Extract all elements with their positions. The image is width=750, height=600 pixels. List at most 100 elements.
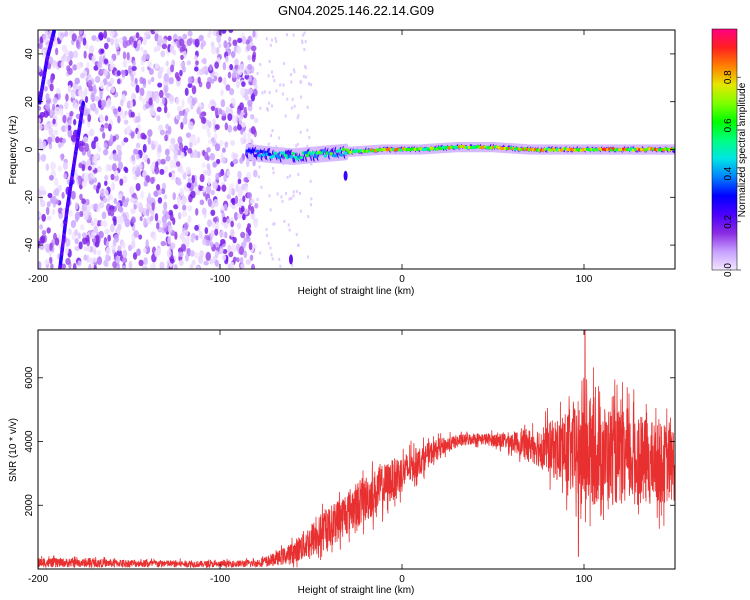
spectrogram-cell <box>280 195 283 199</box>
spectrogram-cell <box>107 196 111 203</box>
spectrogram-cell <box>219 230 225 238</box>
x-tick-label: -200 <box>28 574 48 585</box>
spectrogram-cell <box>163 201 168 211</box>
spectrogram-cell <box>246 192 253 199</box>
spectrogram-cell <box>223 203 228 210</box>
spectrogram-cell <box>89 128 95 137</box>
spectrogram-cell <box>220 238 226 245</box>
spectrogram-cell <box>109 133 114 143</box>
spectrogram-cell <box>161 43 168 50</box>
spectrogram-cell <box>208 30 212 36</box>
spectrogram-cell <box>259 62 262 66</box>
spectrogram-cell <box>184 112 188 119</box>
spectrogram-cell <box>39 185 45 192</box>
spectrogram-cell <box>151 111 157 117</box>
spectrogram-cell <box>247 55 251 61</box>
spectrogram-cell <box>147 192 151 202</box>
spectrogram-cell <box>41 213 46 222</box>
spectrogram-cell <box>181 199 185 206</box>
spectrogram-cell <box>206 167 212 177</box>
spectrogram-cell <box>156 44 161 52</box>
spectrogram-cell <box>267 241 270 245</box>
spectrogram-cell <box>252 78 257 86</box>
spectrogram-cell <box>272 222 275 226</box>
spectrogram-cell <box>153 190 159 197</box>
y-tick-label: 6000 <box>24 366 35 389</box>
spectrogram-cell <box>100 48 105 54</box>
spectrogram-cell <box>99 115 105 124</box>
spectrogram-cell <box>97 182 101 190</box>
spectrogram-cell <box>67 228 72 236</box>
spectrogram-cell <box>159 124 163 131</box>
spectrogram-cell <box>226 170 231 177</box>
spectrogram-cell <box>52 118 56 125</box>
spectrogram-cell <box>90 230 96 240</box>
spectrogram-cell <box>297 172 300 176</box>
spectrogram-cell <box>125 197 130 203</box>
spectrogram-cell <box>236 257 240 263</box>
spectrogram-cell <box>163 105 168 114</box>
spectrogram-cell <box>230 188 236 196</box>
spectrogram-cell <box>191 85 197 95</box>
spectrogram-cell <box>112 108 118 115</box>
spectrogram-cell <box>207 131 212 138</box>
spectrogram-cell <box>90 104 94 111</box>
spectrogram-cell <box>59 108 64 117</box>
spectrogram-cell <box>299 130 302 134</box>
spectrogram-cell <box>110 57 114 67</box>
spectrogram-cell <box>272 171 275 175</box>
spectrogram-cell <box>218 42 222 49</box>
spectrogram-cell <box>114 38 118 48</box>
colorbar-tick-label: 0.0 <box>723 263 734 277</box>
spectrogram-cell <box>208 64 213 71</box>
spectrogram-cell <box>291 263 294 267</box>
spectrogram-cell <box>83 87 88 97</box>
spectrogram-cell <box>275 39 278 43</box>
spectrogram-cell <box>214 143 221 152</box>
spectrogram-cell <box>72 82 77 90</box>
spectrogram-cell <box>239 157 244 164</box>
spectrogram-cell <box>289 155 294 159</box>
spectrogram-cell <box>123 137 129 143</box>
spectrogram-cell <box>126 51 130 61</box>
y-tick-label: 4000 <box>24 430 35 453</box>
spectrogram-cell <box>164 87 168 96</box>
spectrogram-cell <box>189 263 194 269</box>
spectrogram-cell <box>131 65 137 71</box>
spectrogram-cell <box>122 36 128 42</box>
spectrogram-cell <box>81 203 87 212</box>
spectrogram-xlabel: Height of straight line (km) <box>298 286 415 297</box>
spectrogram-cell <box>220 99 226 108</box>
spectrogram-cell <box>225 55 229 63</box>
spectrogram-cell <box>51 209 56 216</box>
spectrogram-cell <box>247 99 253 107</box>
spectrogram-cell <box>57 165 63 172</box>
spectrogram-cell <box>142 143 147 153</box>
spectrogram-cell <box>265 233 268 237</box>
spectrogram-cell <box>80 224 85 231</box>
spectrogram-cell <box>130 73 135 82</box>
spectrogram-cell <box>92 203 99 210</box>
spectrogram-cell <box>182 117 188 125</box>
spectrogram-cell <box>95 234 100 244</box>
spectrogram-cell <box>306 255 309 259</box>
spectrogram-cell <box>131 154 136 162</box>
spectrogram-cell <box>46 201 51 208</box>
spectrogram-cell <box>39 195 43 203</box>
spectrogram-cell <box>72 50 79 59</box>
spectrogram-cell <box>208 120 212 129</box>
spectrogram-cell <box>133 230 139 238</box>
spectrogram-cell <box>61 125 67 133</box>
spectrogram-cell <box>108 155 113 161</box>
spectrogram-cell <box>195 235 199 241</box>
spectrogram-cell <box>83 254 88 261</box>
spectrogram-cell <box>306 128 309 132</box>
spectrogram-cell <box>227 71 232 79</box>
spectrogram-cell <box>309 179 312 183</box>
spectrogram-cell <box>241 81 246 87</box>
spectrogram-cell <box>201 207 207 215</box>
spectrogram-cell <box>154 30 160 34</box>
spectrogram-cell <box>276 192 279 196</box>
spectrogram-cell <box>167 125 172 135</box>
spectrogram-cell <box>194 224 199 231</box>
